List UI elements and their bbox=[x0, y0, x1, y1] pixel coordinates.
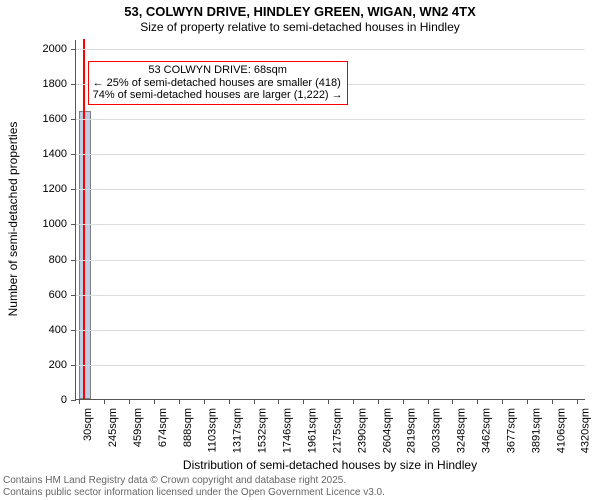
xtick-label: 2390sqm bbox=[356, 408, 368, 453]
xtick-mark bbox=[129, 399, 130, 404]
xtick-mark bbox=[378, 399, 379, 404]
ytick-mark bbox=[71, 49, 76, 50]
grid-line bbox=[76, 260, 585, 261]
annotation-line-2: ← 25% of semi-detached houses are smalle… bbox=[93, 77, 343, 90]
xtick-mark bbox=[79, 399, 80, 404]
ytick-mark bbox=[71, 295, 76, 296]
xtick-label: 1103sqm bbox=[207, 408, 219, 452]
chart-subtitle: Size of property relative to semi-detach… bbox=[0, 20, 600, 34]
grid-line bbox=[76, 119, 585, 120]
xtick-label: 3462sqm bbox=[480, 408, 492, 453]
xtick-label: 2604sqm bbox=[381, 408, 393, 453]
xtick-mark bbox=[552, 399, 553, 404]
xtick-mark bbox=[229, 399, 230, 404]
annotation-line-3: 74% of semi-detached houses are larger (… bbox=[93, 89, 343, 102]
footer-attribution: Contains HM Land Registry data © Crown c… bbox=[3, 475, 385, 498]
footer-line-2: Contains public sector information licen… bbox=[3, 487, 385, 499]
property-marker-line bbox=[83, 39, 85, 399]
xtick-label: 3033sqm bbox=[431, 408, 443, 453]
xtick-label: 3677sqm bbox=[505, 408, 517, 453]
annotation-line-1: 53 COLWYN DRIVE: 68sqm bbox=[93, 64, 343, 77]
xtick-label: 1532sqm bbox=[257, 408, 269, 453]
xtick-mark bbox=[179, 399, 180, 404]
xtick-label: 2175sqm bbox=[331, 408, 343, 453]
xtick-mark bbox=[204, 399, 205, 404]
xtick-mark bbox=[154, 399, 155, 404]
grid-line bbox=[76, 330, 585, 331]
xtick-label: 3248sqm bbox=[455, 408, 467, 453]
plot-area: 0200400600800100012001400160018002000 30… bbox=[75, 40, 585, 400]
xtick-mark bbox=[328, 399, 329, 404]
ytick-mark bbox=[71, 84, 76, 85]
x-axis-label: Distribution of semi-detached houses by … bbox=[75, 458, 585, 472]
xtick-mark bbox=[403, 399, 404, 404]
chart-container: 53, COLWYN DRIVE, HINDLEY GREEN, WIGAN, … bbox=[0, 0, 600, 500]
xtick-label: 3891sqm bbox=[530, 408, 542, 453]
ytick-mark bbox=[71, 260, 76, 261]
xtick-label: 1317sqm bbox=[232, 408, 244, 453]
xtick-mark bbox=[452, 399, 453, 404]
grid-line bbox=[76, 224, 585, 225]
annotation-box: 53 COLWYN DRIVE: 68sqm ← 25% of semi-det… bbox=[88, 61, 348, 105]
ytick-mark bbox=[71, 119, 76, 120]
xtick-mark bbox=[303, 399, 304, 404]
chart-title: 53, COLWYN DRIVE, HINDLEY GREEN, WIGAN, … bbox=[0, 4, 600, 19]
grid-line bbox=[76, 365, 585, 366]
ytick-mark bbox=[71, 189, 76, 190]
xtick-mark bbox=[428, 399, 429, 404]
grid-line bbox=[76, 154, 585, 155]
xtick-label: 2819sqm bbox=[406, 408, 418, 453]
xtick-label: 459sqm bbox=[132, 408, 144, 447]
ytick-mark bbox=[71, 224, 76, 225]
xtick-label: 888sqm bbox=[182, 408, 194, 447]
xtick-label: 1746sqm bbox=[281, 408, 293, 453]
xtick-label: 4106sqm bbox=[555, 408, 567, 453]
y-axis-label: Number of semi-detached properties bbox=[6, 39, 20, 399]
ytick-mark bbox=[71, 400, 76, 401]
footer-line-1: Contains HM Land Registry data © Crown c… bbox=[3, 475, 385, 487]
xtick-label: 1961sqm bbox=[306, 408, 318, 453]
xtick-mark bbox=[104, 399, 105, 404]
xtick-mark bbox=[502, 399, 503, 404]
xtick-mark bbox=[527, 399, 528, 404]
xtick-label: 245sqm bbox=[107, 408, 119, 447]
grid-line bbox=[76, 49, 585, 50]
xtick-mark bbox=[254, 399, 255, 404]
xtick-label: 4320sqm bbox=[580, 408, 592, 453]
ytick-mark bbox=[71, 330, 76, 331]
ytick-mark bbox=[71, 365, 76, 366]
xtick-mark bbox=[577, 399, 578, 404]
ytick-mark bbox=[71, 154, 76, 155]
xtick-mark bbox=[353, 399, 354, 404]
xtick-label: 674sqm bbox=[157, 408, 169, 447]
xtick-mark bbox=[477, 399, 478, 404]
grid-line bbox=[76, 189, 585, 190]
xtick-label: 30sqm bbox=[82, 408, 94, 441]
grid-line bbox=[76, 295, 585, 296]
xtick-mark bbox=[278, 399, 279, 404]
